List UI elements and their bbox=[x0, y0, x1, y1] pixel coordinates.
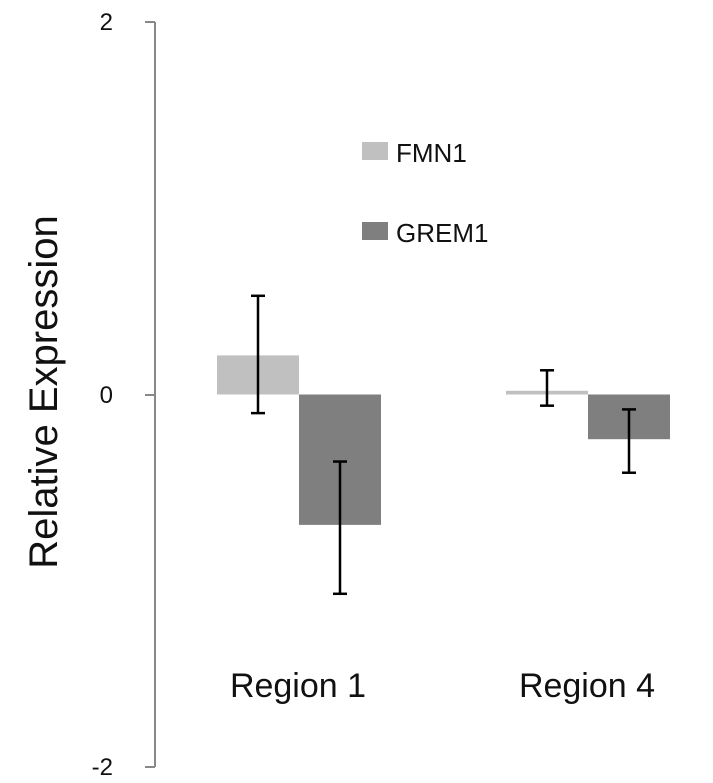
legend: FMN1 GREM1 bbox=[362, 138, 488, 248]
y-axis-label: Relative Expression bbox=[22, 215, 66, 569]
y-tick-label-bottom: -2 bbox=[92, 754, 113, 781]
bars-group bbox=[217, 355, 670, 525]
y-tick-label-top: 2 bbox=[100, 9, 113, 36]
category-label-region-4: Region 4 bbox=[519, 667, 655, 705]
error-bars-group bbox=[251, 294, 636, 596]
category-label-region-1: Region 1 bbox=[230, 667, 366, 705]
y-tick-label-zero: 0 bbox=[100, 382, 113, 409]
legend-swatch-fmn1 bbox=[362, 142, 388, 160]
legend-label-fmn1: FMN1 bbox=[396, 138, 467, 168]
legend-swatch-grem1 bbox=[362, 222, 388, 240]
legend-label-grem1: GREM1 bbox=[396, 218, 488, 248]
